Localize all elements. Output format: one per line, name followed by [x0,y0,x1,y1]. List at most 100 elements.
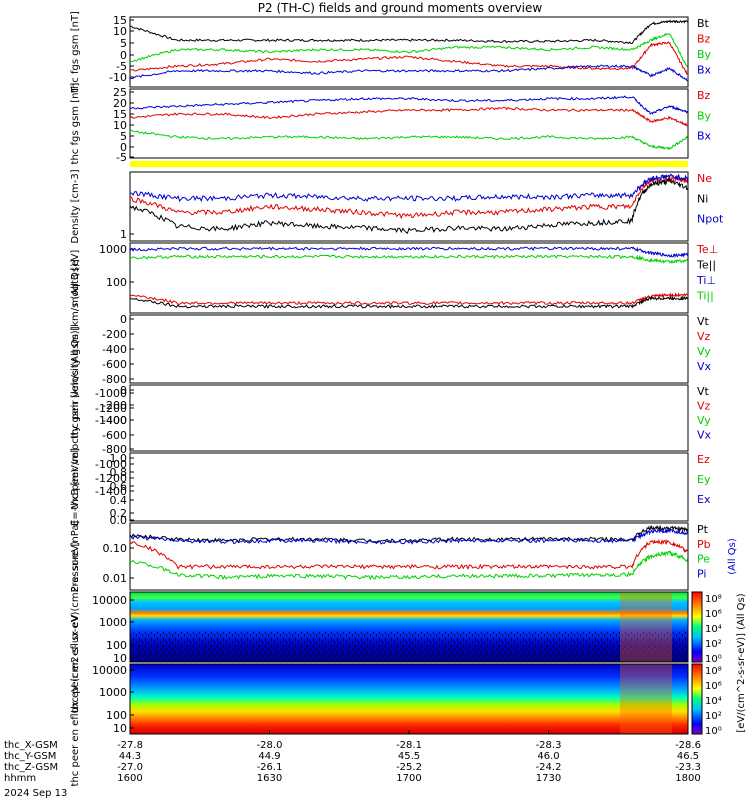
y-tick-label: 1 [120,228,127,241]
series-line-bz [129,40,688,75]
colorbar-gradient [691,663,703,735]
spectrogram-event-region [620,664,672,734]
x-tick-label: 1600 [117,773,142,784]
y-tick-label: 25 [113,86,127,99]
legend-vx: Vx [697,429,712,442]
panel-ylabel: thc peer en eflux eV (cm2-s- sr-eV) [70,611,81,786]
yellow-status-bar [130,161,688,167]
legend-te-: Te⊥ [696,243,718,256]
y-tick-label: 0.2 [110,507,128,520]
legend-pe: Pe [697,553,710,566]
series-line-bz [129,106,688,127]
legend-ti-: Ti|| [696,290,714,303]
x-tick-label: -24.2 [536,762,562,773]
y-tick-label: 0 [120,313,127,326]
series-line-te- [129,295,688,309]
y-tick-label: -600 [102,358,127,371]
legend-vz: Vz [697,400,711,413]
legend-vy: Vy [697,345,711,358]
y-tick-label: 5 [120,37,127,50]
y-tick-label: 0.10 [103,542,128,555]
legend-ez: Ez [697,453,710,466]
series-line-ti- [129,254,688,265]
chart-lines-fgm [129,95,688,151]
y-tick-label: -10 [109,71,127,84]
series-line-by [129,32,688,67]
y-tick-label: -200 [102,328,127,341]
spectrogram-speckle [130,632,688,662]
y-tick-label: 10 [113,722,127,735]
legend-vt: Vt [697,385,710,398]
y-tick-label: 0.8 [110,466,128,479]
legend-by: By [697,48,712,61]
y-tick-label: 10000 [92,664,127,677]
series-line-npot [129,173,688,203]
figure-title: P2 (TH-C) fields and ground moments over… [258,1,543,15]
y-tick-label: -1000 [95,458,127,471]
panel-ylabel: thc fgs gsm [nT] [70,82,81,164]
y-tick-label: 0.4 [110,494,128,507]
y-tick-label: 0 [120,49,127,62]
x-tick-label: 46.0 [537,751,559,762]
x-tick-label: -28.3 [536,740,562,751]
legend-pt: Pt [697,523,709,536]
panel-frame [129,591,689,663]
legend-ne: Ne [697,172,712,185]
panel-ylabel: moqt3 [eV] [70,250,81,307]
legend-bx: Bx [697,64,712,77]
spectrogram-image [130,664,688,734]
y-tick-label: 20 [113,97,127,110]
series-line-ti- [129,246,688,259]
y-tick-label: -1400 [95,485,127,498]
legend-ni: Ni [697,192,708,205]
y-tick-label: -1400 [95,414,127,427]
colorbar-tick-label: 10⁶ [705,609,722,620]
x-axis-row-label: thc_Y-GSM [4,751,56,762]
colorbar-2: 10⁸ 10⁶ 10⁴ 10² 10⁰ [691,663,722,737]
y-tick-label: 10 [113,25,127,38]
series-line-ne [130,175,688,220]
legend-by: By [697,109,712,122]
legend-bx: Bx [697,130,712,143]
panel-efield: 1.00.80.60.40.20.0 E=-VxB [mV/m] Ez Ey Ex [70,448,711,527]
x-tick-label: -28.0 [257,740,283,751]
y-tick-label: 0.01 [103,572,128,585]
x-tick-label: 44.9 [258,751,280,762]
colorbar-label: [eV/(cm^2-s-sr-eV)] (All Qs) [736,593,747,732]
y-tick-label: 1000 [99,243,127,256]
panel-ylabel: thc peir en eflux eV (cm2-s- sr-eV) [70,541,81,713]
x-tick-label: -28.6 [675,740,701,751]
legend-pi: Pi [697,567,706,580]
legend-vt: Vt [697,315,710,328]
legend-vy: Vy [697,414,711,427]
y-tick-label: -600 [102,429,127,442]
y-tick-label: 0 [120,141,127,154]
series-line-te- [129,291,688,306]
panel-frame [129,384,689,452]
legend-bt: Bt [697,17,710,30]
y-tick-label: 15 [113,14,127,27]
y-tick-label: -1200 [95,472,127,485]
x-tick-label: 45.5 [398,751,420,762]
colorbar-tick-label: 10⁴ [705,696,722,707]
colorbar-gradient [691,591,703,663]
panel-ylabel: Pressure [nPa] [70,521,81,593]
panel-frame [129,171,689,242]
panel-frame [129,88,689,159]
legend-ti-: Ti⊥ [696,274,716,287]
y-tick-label: -800 [102,373,127,386]
legend-vz: Vz [697,330,711,343]
legend-ex: Ex [697,493,711,506]
x-tick-label: 1700 [396,773,421,784]
y-tick-label: 10000 [92,594,127,607]
y-tick-label: 10 [113,652,127,665]
x-axis-row-label: hhmm [4,773,36,784]
series-line-pe [129,549,688,581]
panel-peir_velocity: 0 -200 -400 -600 -800-1000 -1200-1400 thc peir… [70,259,712,439]
legend-note: (All Qs) [727,538,738,575]
